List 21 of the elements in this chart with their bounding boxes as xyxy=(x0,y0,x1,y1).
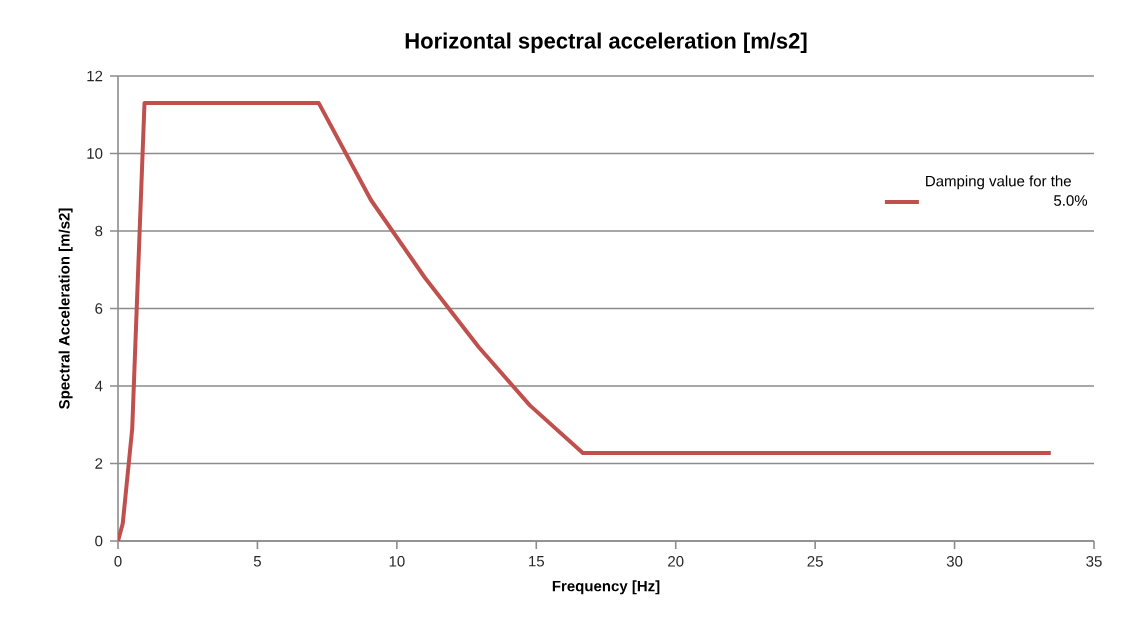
x-tick-label: 25 xyxy=(807,556,823,567)
y-tick-label: 4 xyxy=(94,380,103,392)
x-tick-label: 15 xyxy=(529,556,544,567)
text: 5.0% xyxy=(1054,195,1088,206)
y-tick-label: 10 xyxy=(87,148,103,159)
y-tick-label: 6 xyxy=(95,303,103,314)
x-tick-label: 10 xyxy=(389,556,405,567)
x-tick-label: 30 xyxy=(946,556,963,567)
x-tick-label: 0 xyxy=(114,556,122,567)
y-tick-label: 2 xyxy=(95,458,103,469)
x-axis-title: Frequency [Hz] xyxy=(552,580,660,595)
y-tick-label: 12 xyxy=(87,70,103,82)
y-tick-label: 0 xyxy=(95,535,103,547)
x-tick-label: 20 xyxy=(668,556,684,567)
line-series xyxy=(118,101,1053,541)
y-axis-title: Spectral Acceleration [m/s2] xyxy=(58,208,73,409)
chart-title: Horizontal spectral acceleration [m/s2] xyxy=(405,32,807,53)
legend-title: Damping value for the xyxy=(926,175,1071,190)
x-tick-label: 35 xyxy=(1086,556,1102,567)
x-tick-label: 5 xyxy=(253,556,261,567)
y-tick-label: 8 xyxy=(95,225,103,237)
